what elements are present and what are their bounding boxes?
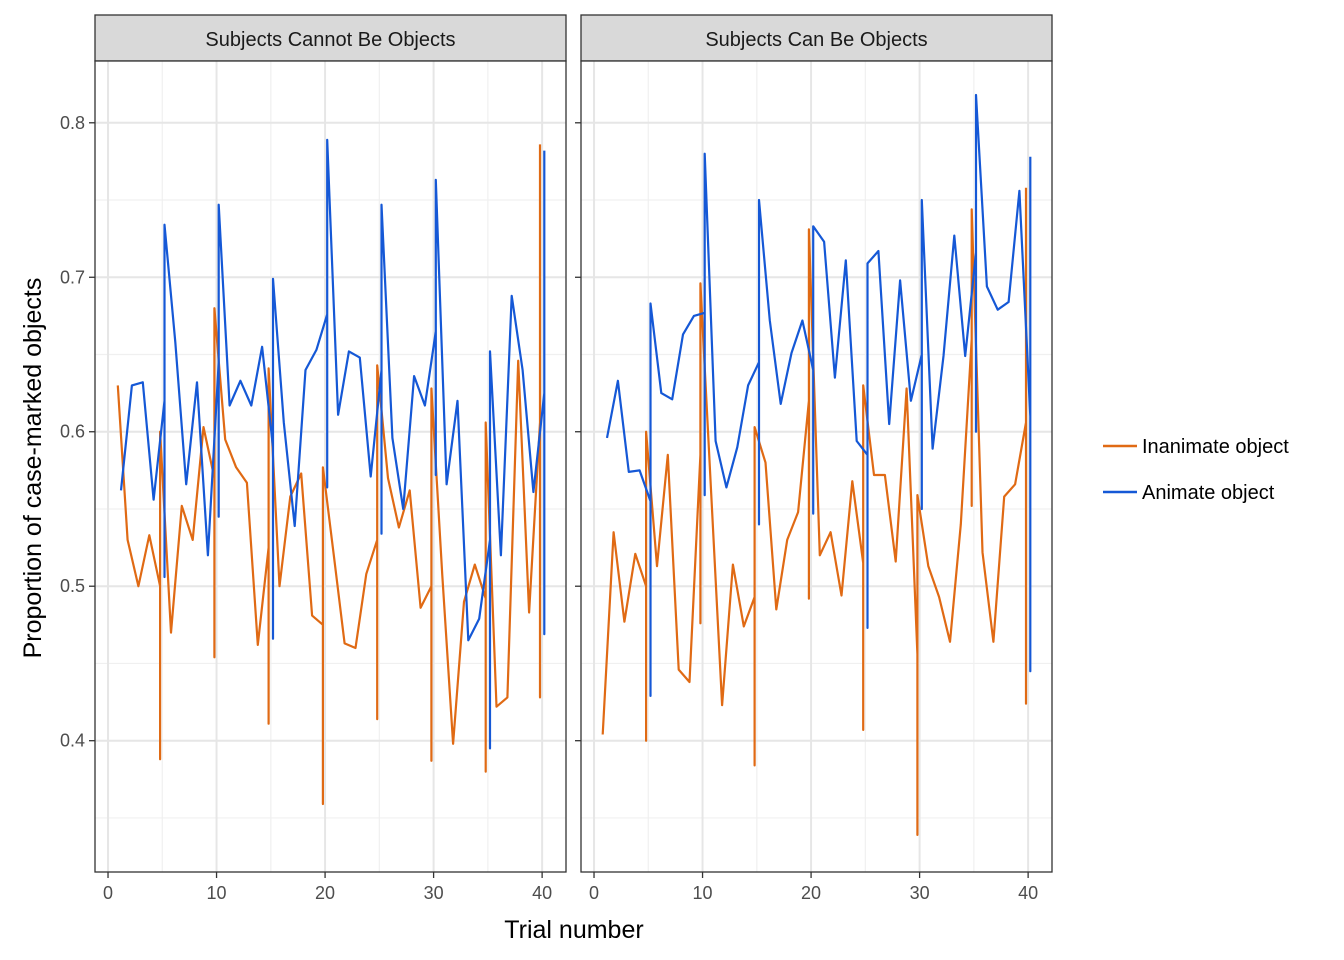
x-tick-label: 40: [532, 883, 552, 903]
x-tick-label: 40: [1018, 883, 1038, 903]
facet-panels: Subjects Cannot Be Objects 0 10 20 30 40 0.4 0.…: [60, 14, 1053, 903]
facet-strip: [94, 14, 567, 62]
panel-border: [580, 60, 1053, 873]
y-tick-label: 0.6: [60, 422, 85, 442]
series-line-animate: [119, 138, 546, 750]
x-tick-label: 20: [801, 883, 821, 903]
facet-panel-1: Subjects Cannot Be Objects 0 10 20 30 40 0.4 0.…: [60, 14, 567, 903]
facet-strip-title: Subjects Cannot Be Objects: [205, 29, 455, 51]
legend-item-inanimate: Inanimate object: [1103, 436, 1289, 458]
facet-panel-2: Subjects Can Be Objects 0 10 20 30 40: [575, 14, 1053, 903]
legend-label-inanimate: Inanimate object: [1142, 436, 1289, 458]
legend-item-animate: Animate object: [1103, 482, 1275, 504]
y-tick-label: 0.5: [60, 576, 85, 596]
series-line-inanimate: [601, 187, 1028, 836]
x-tick-label: 0: [589, 883, 599, 903]
series-line-animate: [605, 93, 1032, 697]
y-tick-label: 0.8: [60, 113, 85, 133]
x-tick-label: 10: [693, 883, 713, 903]
facet-strip-title: Subjects Can Be Objects: [705, 29, 927, 51]
legend-label-animate: Animate object: [1142, 482, 1275, 504]
x-tick-label: 0: [103, 883, 113, 903]
x-tick-label: 20: [315, 883, 335, 903]
panel-border: [94, 60, 567, 873]
x-tick-label: 30: [424, 883, 444, 903]
legend: Inanimate object Animate object: [1103, 436, 1289, 504]
x-tick-label: 30: [910, 883, 930, 903]
x-axis-title: Trial number: [504, 916, 643, 944]
y-tick-label: 0.7: [60, 267, 85, 287]
x-tick-label: 10: [207, 883, 227, 903]
y-tick-label: 0.4: [60, 731, 85, 751]
series-line-inanimate: [116, 144, 542, 806]
facet-strip: [580, 14, 1053, 62]
y-axis-title: Proportion of case-marked objects: [19, 278, 47, 659]
